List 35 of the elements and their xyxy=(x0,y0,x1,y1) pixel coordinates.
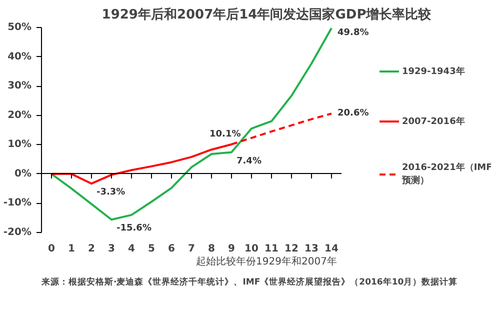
y-tick-label: 50% xyxy=(8,22,32,33)
x-tick-label: 11 xyxy=(264,244,278,254)
y-tick-label: 0% xyxy=(14,168,32,180)
x-axis-title: 起始比较年份1929年和2007年 xyxy=(196,256,337,268)
x-tick-label: 0 xyxy=(48,244,56,254)
x-tick-label: 8 xyxy=(208,244,216,254)
y-tick-label: 20% xyxy=(8,110,32,121)
x-tick-label: 10 xyxy=(244,244,258,254)
x-tick-label: 5 xyxy=(148,244,156,254)
annotation: -3.3% xyxy=(96,188,126,198)
annotation: 20.6% xyxy=(338,108,369,119)
x-tick-label: 7 xyxy=(188,244,196,254)
chart-title: 1929年后和2007年后14年间发达国家GDP增长率比较 xyxy=(102,6,432,22)
x-tick-label: 3 xyxy=(108,244,116,254)
legend-label: 1929-1943年 xyxy=(402,66,465,78)
y-tick-label: -10% xyxy=(3,198,32,209)
source-note: 来源：根据安格斯·麦迪森《世界经济千年统计》、IMF《世界经济展望报告》（2016年10月）数据计算 xyxy=(40,276,458,288)
x-tick-label: 14 xyxy=(324,244,338,254)
x-tick-label: 13 xyxy=(304,244,318,254)
x-tick-label: 12 xyxy=(284,244,298,254)
annotation: 49.8% xyxy=(338,28,369,38)
y-tick-label: -20% xyxy=(3,227,32,238)
y-tick-label: 30% xyxy=(8,80,32,92)
x-tick-label: 2 xyxy=(88,244,96,254)
line-series xyxy=(50,28,332,221)
legend-label: 2007-2016年 xyxy=(402,116,465,128)
x-tick-label: 6 xyxy=(168,244,176,254)
annotation: -15.6% xyxy=(116,224,152,234)
annotation: 10.1% xyxy=(210,129,241,140)
x-tick-label: 9 xyxy=(228,244,236,254)
x-tick-label: 4 xyxy=(128,244,136,254)
y-tick-label: 10% xyxy=(8,139,32,150)
x-tick-label: 1 xyxy=(68,244,76,254)
annotation: 7.4% xyxy=(236,156,262,166)
y-tick-label: 40% xyxy=(8,51,32,62)
